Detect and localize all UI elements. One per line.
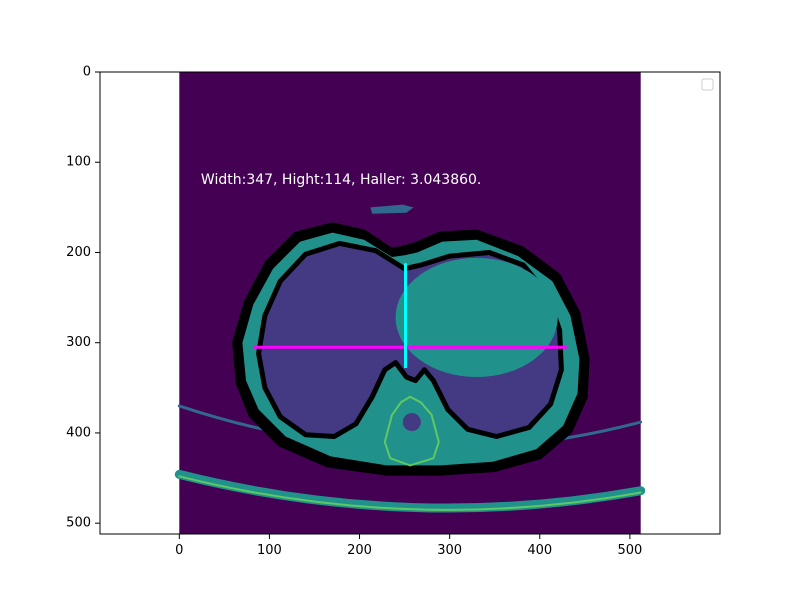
x-tick-label: 500	[617, 543, 642, 558]
y-tick-label: 400	[66, 425, 91, 440]
x-tick-label: 0	[175, 543, 183, 558]
y-tick-label: 500	[66, 516, 91, 531]
y-tick-label: 200	[66, 245, 91, 260]
y-tick-label: 100	[66, 155, 91, 170]
x-axis: 0 100 200 300 400 500	[175, 534, 642, 558]
x-tick-label: 100	[257, 543, 282, 558]
y-tick-label: 300	[66, 335, 91, 350]
ct-table-inner-band	[178, 475, 642, 511]
plot-area: Width:347, Hight:114, Haller: 3.043860.	[174, 72, 646, 534]
x-tick-label: 300	[437, 543, 462, 558]
x-tick-label: 400	[527, 543, 552, 558]
ct-table-band	[174, 469, 646, 513]
legend-box	[701, 78, 714, 91]
y-tick-label: 0	[83, 65, 91, 80]
y-axis: 0 100 200 300 400 500	[66, 65, 100, 531]
x-tick-label: 200	[347, 543, 372, 558]
sternum-fragment	[370, 204, 414, 214]
heart-region	[395, 257, 558, 377]
axes-frame	[99, 71, 721, 535]
haller-annotation: Width:347, Hight:114, Haller: 3.043860.	[201, 172, 481, 188]
spinal-canal	[402, 413, 421, 432]
